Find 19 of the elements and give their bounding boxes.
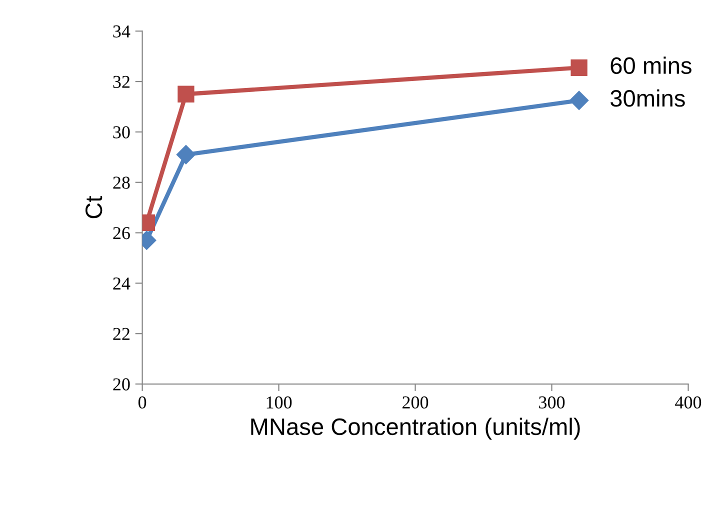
point xyxy=(570,90,589,110)
y-tick-label: 30 xyxy=(113,126,130,138)
y-tick-label: 34 xyxy=(113,25,130,38)
series-label: 30mins xyxy=(610,89,685,107)
y-tick-label: 28 xyxy=(113,176,130,189)
x-tick-label: 100 xyxy=(266,396,292,409)
y-tick-label: 22 xyxy=(113,328,130,340)
y-tick-label: 26 xyxy=(113,227,130,240)
x-tick-label: 300 xyxy=(539,396,565,409)
x-axis-title: MNase Concentration (units/ml) xyxy=(251,418,580,440)
y-tick-label: 20 xyxy=(113,378,130,390)
y-axis-title: Ct xyxy=(85,196,102,218)
series-label: 60 mins xyxy=(610,56,692,74)
point xyxy=(570,59,588,76)
y-tick-label: 24 xyxy=(113,278,130,290)
x-tick-label: 400 xyxy=(675,396,702,409)
x-tick-label: 200 xyxy=(402,396,428,409)
y-tick-label: 32 xyxy=(113,76,130,88)
x-tick-label: 0 xyxy=(138,396,146,409)
